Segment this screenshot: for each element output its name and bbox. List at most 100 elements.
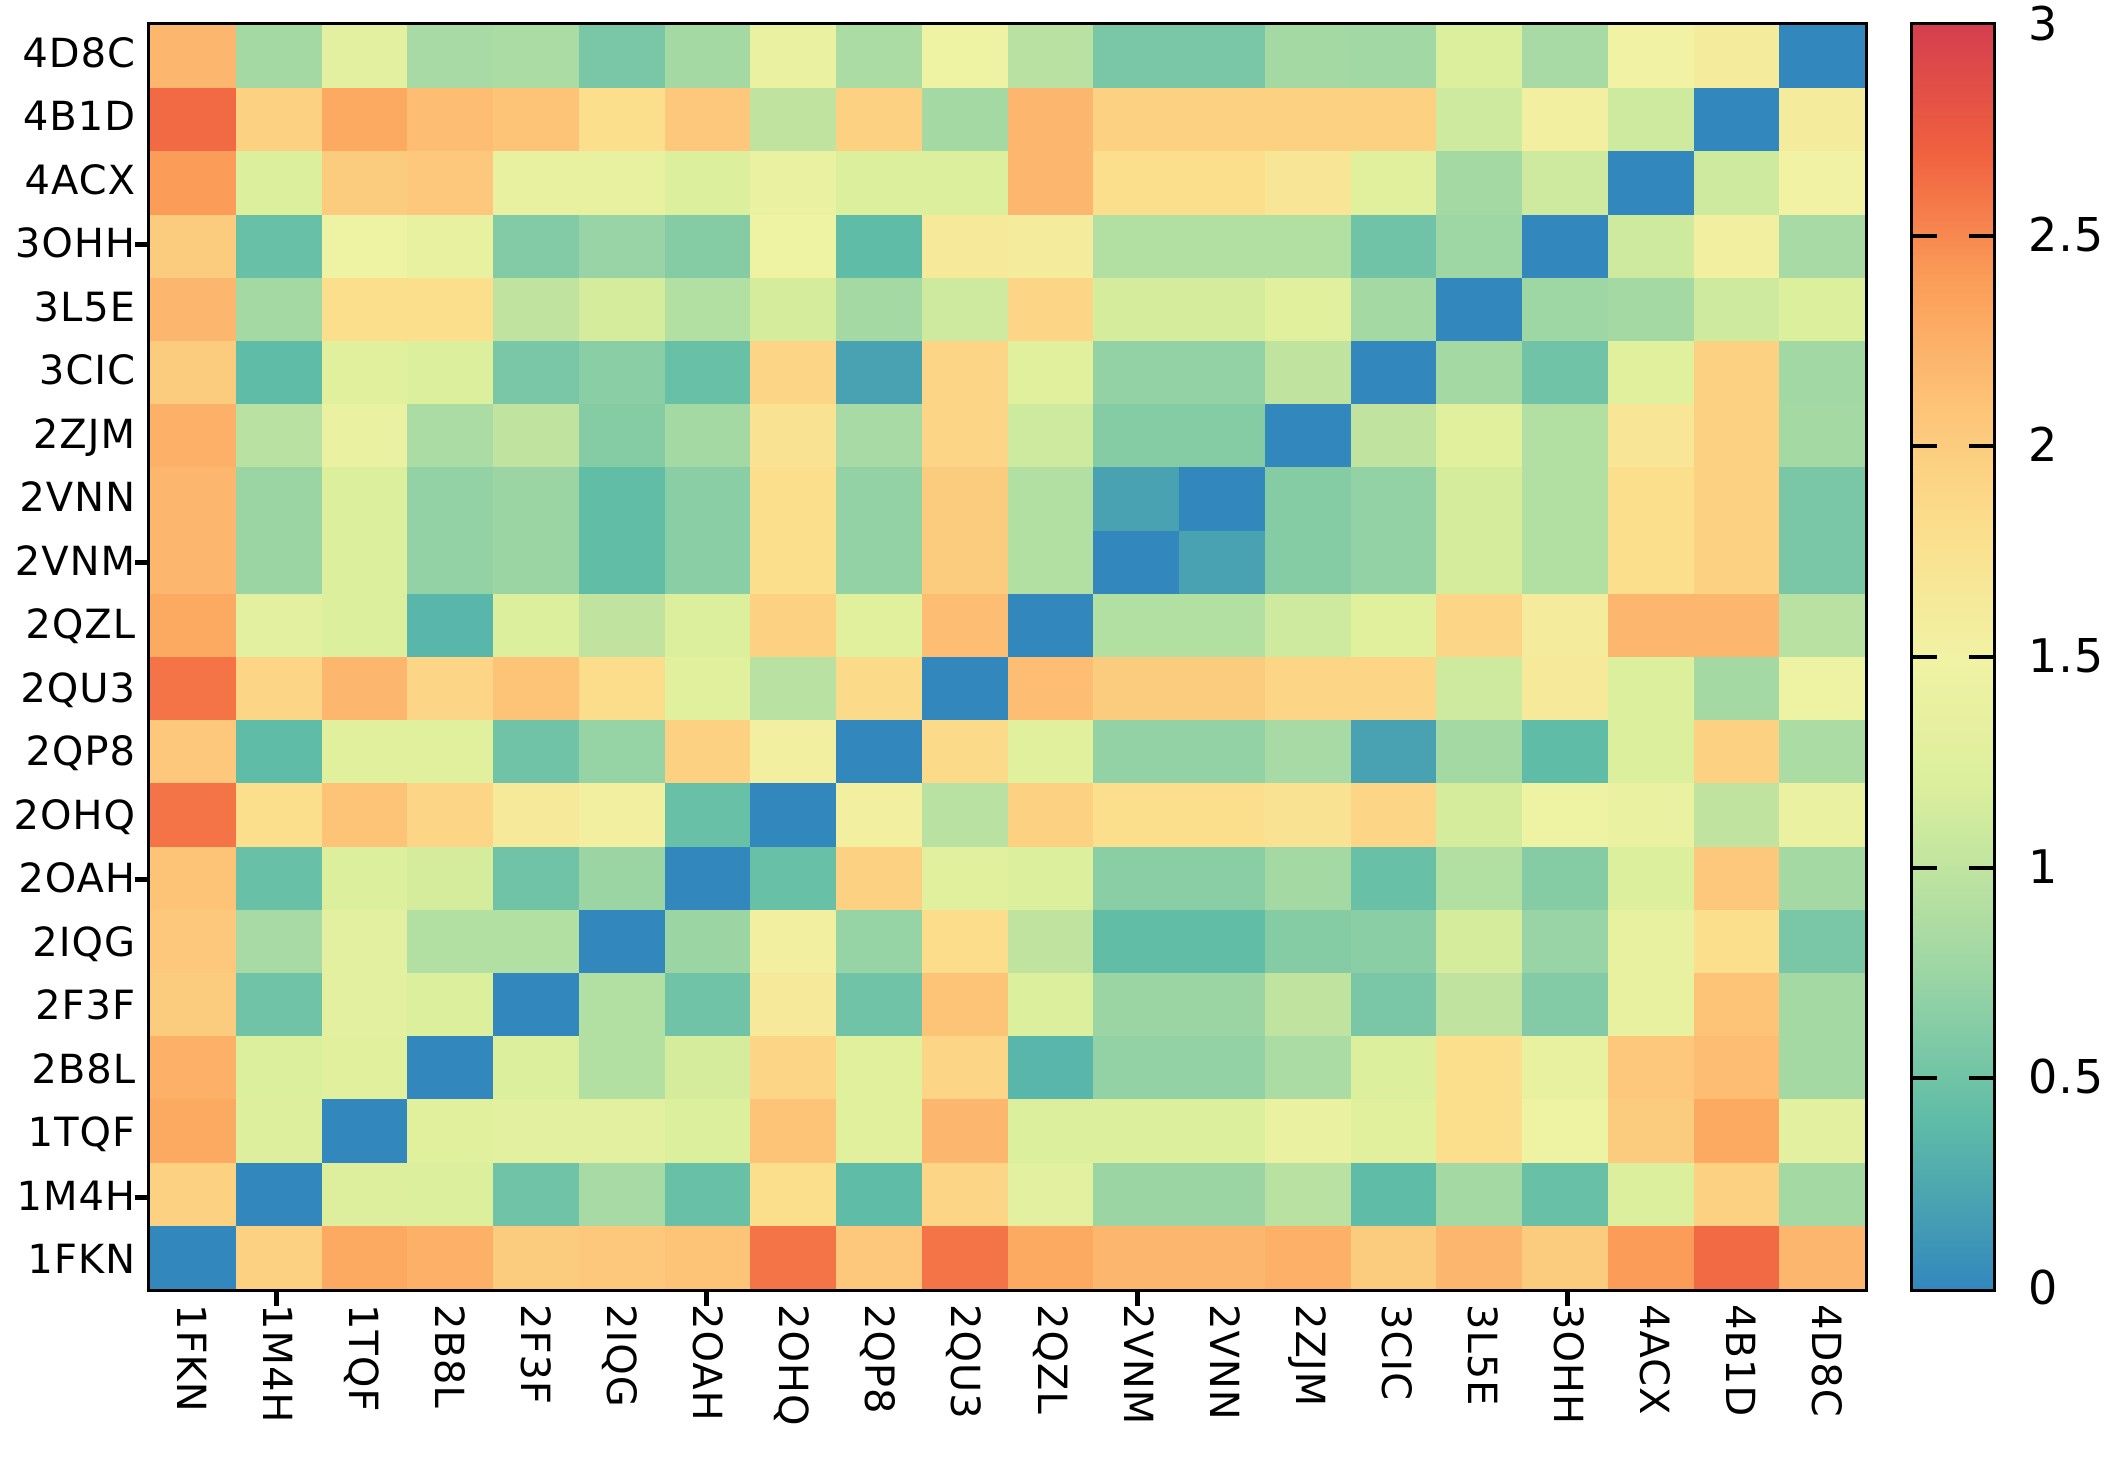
heatmap-cell — [1093, 846, 1179, 910]
x-tick-label-2qzl: 2QZL — [1027, 1304, 1074, 1415]
heatmap-cell — [921, 1162, 1008, 1226]
heatmap-cell — [1693, 720, 1780, 784]
y-axis-tick — [135, 559, 150, 565]
heatmap-cell — [1264, 973, 1351, 1037]
heatmap-cell — [407, 909, 493, 973]
heatmap-cell — [493, 1162, 579, 1226]
heatmap-cell — [578, 214, 665, 278]
heatmap-cell — [921, 593, 1008, 657]
colorbar-tick-label: 1 — [2028, 839, 2059, 894]
x-tick-label-2f3f: 2F3F — [511, 1304, 558, 1405]
heatmap-cell — [493, 720, 579, 784]
heatmap-cell — [1093, 657, 1179, 721]
x-tick-label-1tqf: 1TQF — [339, 1304, 386, 1413]
heatmap-cell — [1607, 467, 1694, 531]
heatmap-cell — [921, 720, 1008, 784]
x-tick-label-2qp8: 2QP8 — [855, 1304, 902, 1415]
heatmap-cell — [1607, 783, 1694, 847]
heatmap-cell — [1350, 1099, 1437, 1163]
heatmap-cell — [1779, 214, 1865, 278]
heatmap-cell — [1007, 88, 1094, 152]
heatmap-cell — [1436, 593, 1522, 657]
heatmap-cell — [921, 467, 1008, 531]
heatmap-cell — [1264, 1036, 1351, 1100]
colorbar-tick-label: 2 — [2028, 418, 2059, 473]
heatmap-cell — [1779, 151, 1865, 215]
heatmap-cell — [836, 657, 922, 721]
heatmap-cell — [1693, 593, 1780, 657]
heatmap-cell — [1350, 1225, 1437, 1289]
heatmap-cell — [664, 1099, 751, 1163]
heatmap-cell — [1607, 657, 1694, 721]
heatmap-cell — [321, 88, 408, 152]
heatmap-cell — [1693, 467, 1780, 531]
heatmap-cell — [321, 909, 408, 973]
heatmap-cell — [1350, 593, 1437, 657]
heatmap-cell — [1779, 88, 1865, 152]
heatmap-cell — [836, 846, 922, 910]
heatmap-cell — [1264, 404, 1351, 468]
heatmap-cell — [235, 657, 322, 721]
heatmap-cell — [578, 88, 665, 152]
heatmap-cell — [1522, 720, 1608, 784]
heatmap-cell — [664, 530, 751, 594]
heatmap-cell — [493, 467, 579, 531]
colorbar-tick — [1969, 233, 1993, 238]
heatmap-cell — [150, 530, 236, 594]
heatmap-cell — [1179, 1099, 1265, 1163]
heatmap-cell — [836, 467, 922, 531]
heatmap-cell — [407, 214, 493, 278]
heatmap-cell — [1436, 341, 1522, 405]
x-tick-label-3cic: 3CIC — [1371, 1304, 1418, 1402]
heatmap-cell — [407, 783, 493, 847]
heatmap-cell — [1522, 277, 1608, 341]
heatmap-cell — [750, 909, 836, 973]
heatmap-cell — [1779, 657, 1865, 721]
heatmap-cell — [1264, 1225, 1351, 1289]
heatmap-cell — [493, 341, 579, 405]
colorbar-tick-label: 2.5 — [2028, 207, 2105, 262]
heatmap-cell — [1007, 341, 1094, 405]
heatmap-cell — [578, 1099, 665, 1163]
heatmap-cell — [407, 277, 493, 341]
heatmap-cell — [1779, 530, 1865, 594]
heatmap-cell — [664, 1225, 751, 1289]
heatmap-cell — [1607, 846, 1694, 910]
heatmap-cell — [1264, 341, 1351, 405]
heatmap-cell — [664, 277, 751, 341]
heatmap-cell — [1436, 657, 1522, 721]
y-tick-label-3cic: 3CIC — [38, 348, 136, 395]
x-tick-label-2b8l: 2B8L — [425, 1304, 472, 1409]
y-tick-label-2iqg: 2IQG — [32, 919, 136, 966]
heatmap-cell — [1093, 214, 1179, 278]
x-tick-label-2vnm: 2VNM — [1113, 1304, 1160, 1426]
heatmap-cell — [321, 720, 408, 784]
heatmap-cell — [1007, 404, 1094, 468]
heatmap-cell — [1007, 720, 1094, 784]
heatmap-cell — [921, 404, 1008, 468]
heatmap-cell — [407, 1099, 493, 1163]
heatmap-cell — [150, 1162, 236, 1226]
y-tick-label-4b1d: 4B1D — [22, 94, 136, 141]
heatmap-cell — [836, 1225, 922, 1289]
heatmap-cell — [1693, 846, 1780, 910]
heatmap-cell — [407, 530, 493, 594]
heatmap-cell — [1522, 88, 1608, 152]
heatmap-cell — [150, 593, 236, 657]
heatmap-cell — [493, 1036, 579, 1100]
heatmap-cell — [578, 846, 665, 910]
heatmap-cell — [407, 1162, 493, 1226]
heatmap-cell — [321, 973, 408, 1037]
heatmap-cell — [493, 530, 579, 594]
heatmap-cell — [1693, 657, 1780, 721]
heatmap-cell — [1607, 25, 1694, 89]
heatmap-cell — [1093, 151, 1179, 215]
heatmap-cell — [921, 88, 1008, 152]
heatmap-cell — [1350, 25, 1437, 89]
heatmap-cell — [1179, 1225, 1265, 1289]
heatmap-cell — [836, 25, 922, 89]
heatmap-cell — [1779, 467, 1865, 531]
heatmap-cell — [1093, 1225, 1179, 1289]
heatmap-cell — [1436, 973, 1522, 1037]
heatmap-cell — [1693, 530, 1780, 594]
